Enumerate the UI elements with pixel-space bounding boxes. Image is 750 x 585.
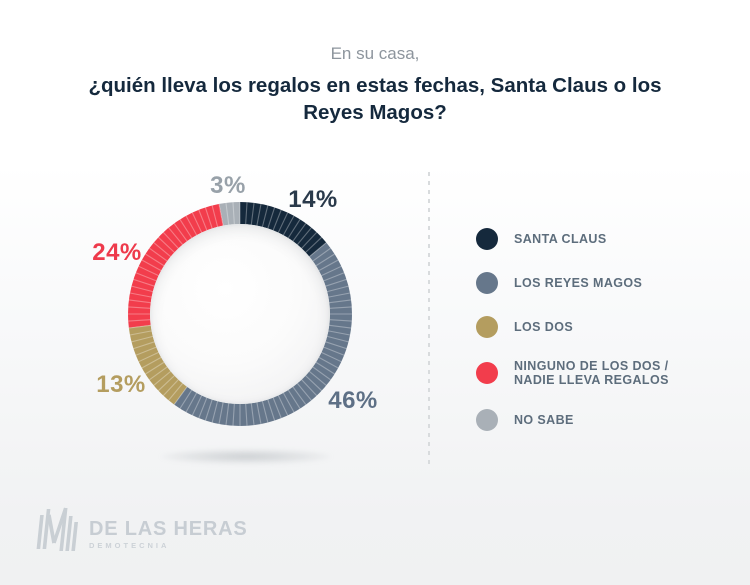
- donut-segment-4: [128, 202, 352, 426]
- title-block: En su casa, ¿quién lleva los regalos en …: [0, 44, 750, 126]
- legend-item-3: NINGUNO DE LOS DOS / NADIE LLEVA REGALOS: [476, 359, 669, 387]
- chart-subtitle: En su casa,: [330, 44, 420, 63]
- brand-name: DE LAS HERAS: [89, 518, 248, 540]
- percent-label-1: 46%: [328, 387, 378, 414]
- legend: SANTA CLAUS LOS REYES MAGOS LOS DOS NINGUNO…: [476, 227, 669, 452]
- donut-chart: 14% 46% 13% 24% 3%: [90, 164, 390, 464]
- donut-segment-1: [128, 202, 352, 426]
- segment-tick-marks: [128, 202, 352, 426]
- percent-label-2: 13%: [96, 371, 146, 398]
- legend-label-1: LOS REYES MAGOS: [514, 275, 643, 290]
- legend-label-0: SANTA CLAUS: [514, 231, 607, 246]
- percent-label-3: 24%: [92, 239, 142, 266]
- brand-subname: DEMOTECNIA: [89, 541, 170, 550]
- chart-floor-shadow: [160, 449, 332, 464]
- footer-brand: DE LAS HERAS DEMOTECNIA: [35, 505, 248, 555]
- legend-label-3: NINGUNO DE LOS DOS / NADIE LLEVA REGALOS: [514, 359, 669, 387]
- legend-item-1: LOS REYES MAGOS: [476, 271, 669, 294]
- chart-title: ¿quién lleva los regalos en estas fechas…: [88, 74, 662, 124]
- brand-text: DE LAS HERAS DEMOTECNIA: [89, 505, 248, 550]
- legend-dot-2: [476, 315, 498, 338]
- donut-segment-3: [128, 202, 352, 426]
- de-las-heras-logo-icon: [36, 507, 79, 551]
- vertical-dashed-divider: [428, 172, 430, 468]
- legend-dot-0: [476, 227, 498, 250]
- legend-item-4: NO SABE: [476, 408, 669, 431]
- legend-label-2: LOS DOS: [514, 319, 574, 334]
- donut-ring: [128, 202, 352, 426]
- legend-dot-1: [476, 271, 498, 294]
- legend-item-0: SANTA CLAUS: [476, 227, 669, 250]
- legend-item-2: LOS DOS: [476, 315, 669, 338]
- legend-label-4: NO SABE: [514, 412, 574, 427]
- legend-dot-3: [476, 362, 498, 384]
- legend-dot-4: [476, 408, 498, 431]
- percent-label-4: 3%: [210, 172, 246, 199]
- percent-label-0: 14%: [288, 186, 338, 213]
- donut-hole: [150, 224, 330, 404]
